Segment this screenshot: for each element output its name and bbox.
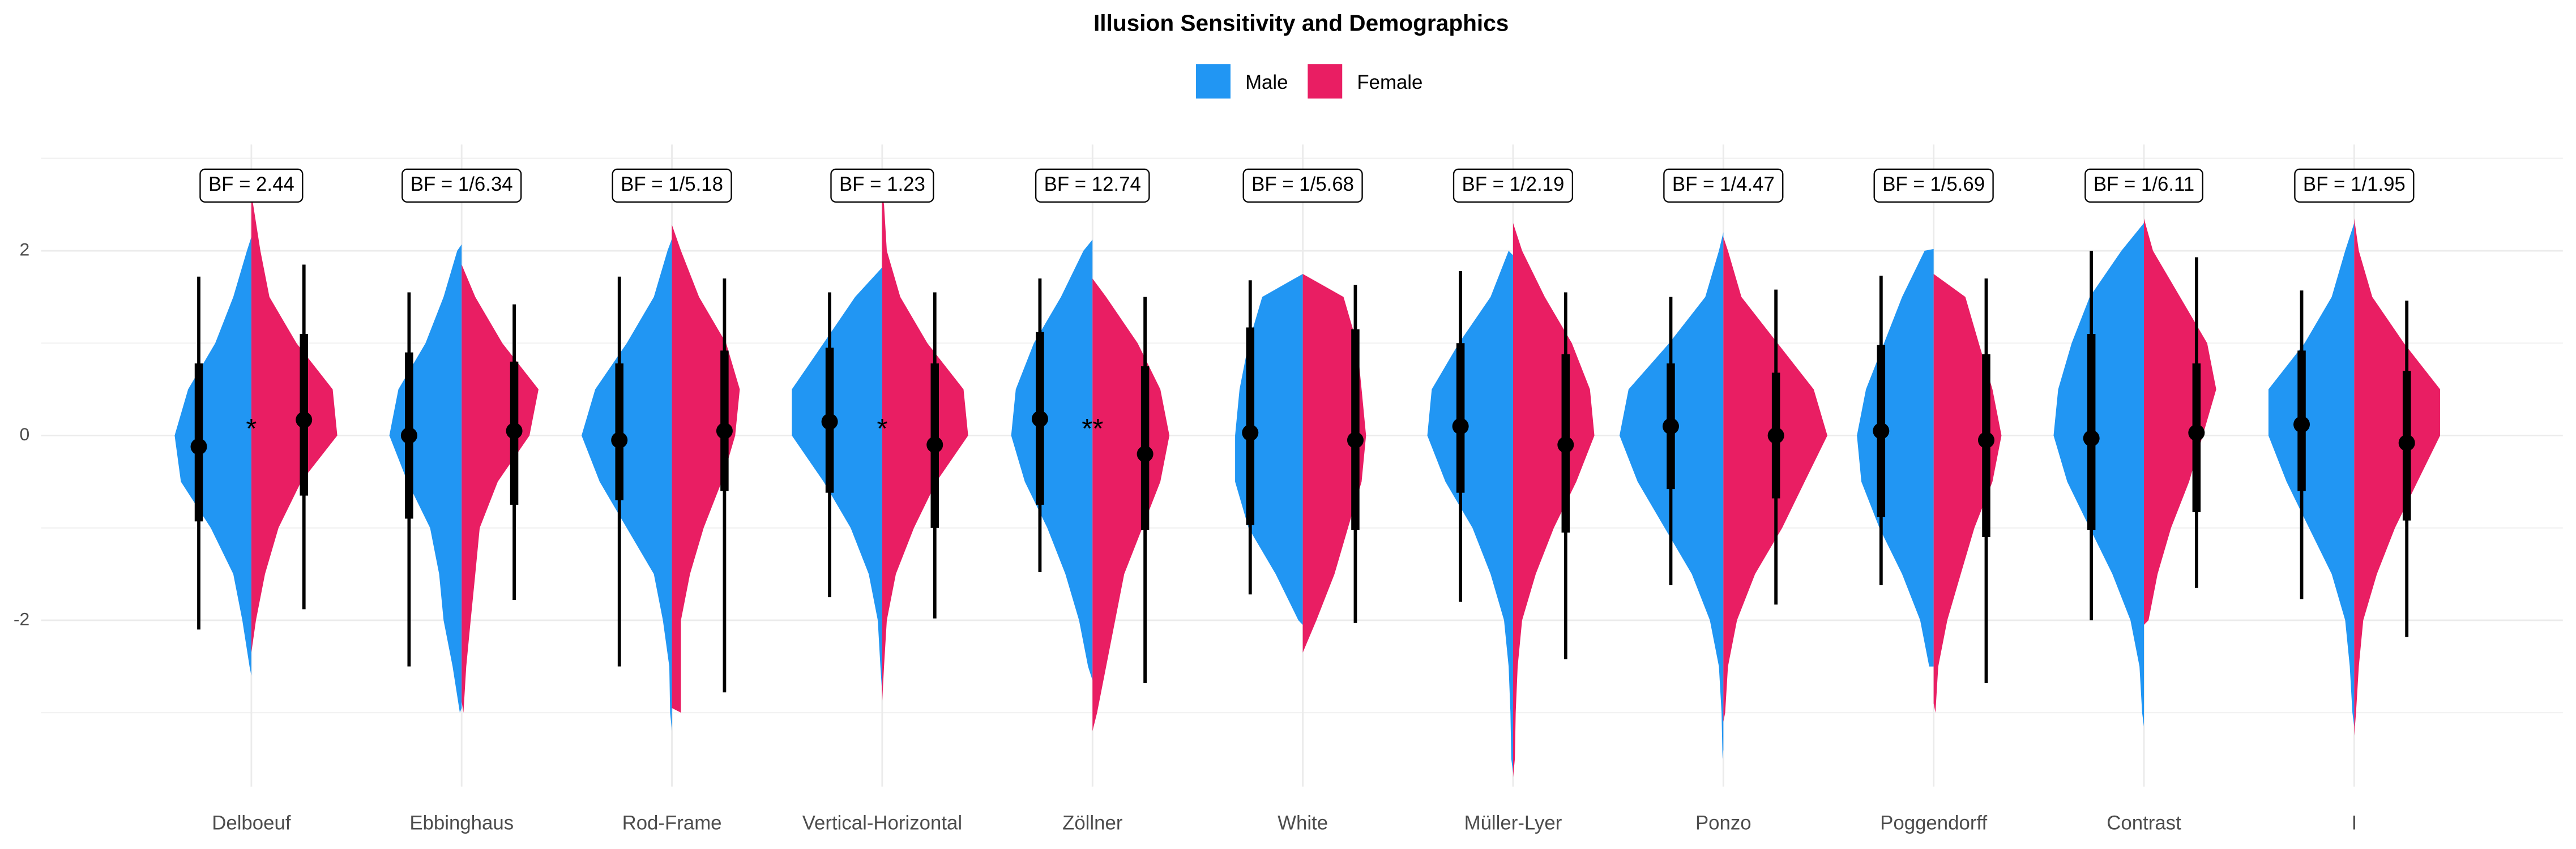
point-estimate: [2398, 435, 2415, 452]
violin-half: [2268, 223, 2355, 727]
x-tick-label: Poggendorff: [1880, 812, 1987, 834]
legend-label: Male: [1245, 71, 1288, 93]
bf-label: BF = 1/6.34: [401, 168, 522, 203]
point-estimate: [1137, 445, 1154, 462]
bf-label-text: BF = 1/5.68: [1251, 173, 1354, 195]
bf-label-box: [1663, 168, 1784, 203]
x-tick-label: White: [1278, 812, 1328, 834]
violin-half: [1513, 223, 1595, 778]
point-estimate: [190, 438, 207, 455]
bf-label: BF = 12.74: [1035, 168, 1150, 203]
violin-half: [2053, 223, 2144, 727]
bf-label-text: BF = 12.74: [1044, 173, 1141, 195]
x-tick-label: Contrast: [2107, 812, 2181, 834]
violin-half: [251, 195, 338, 653]
violin-half: [174, 237, 251, 676]
violin-half: [2143, 218, 2216, 625]
point-estimate: [821, 413, 838, 430]
chart-title: Illusion Sensitivity and Demographics: [1093, 10, 1509, 36]
point-estimate: [2293, 416, 2310, 433]
violin-half: [1933, 273, 2002, 713]
bf-label: BF = 1/1.95: [2294, 168, 2415, 203]
x-tick-label: Delboeuf: [212, 812, 291, 834]
point-estimate: [400, 427, 417, 444]
y-tick-label: 2: [19, 239, 29, 259]
x-tick-label: Ebbinghaus: [409, 812, 514, 834]
legend-swatch: [1308, 64, 1343, 99]
violin-half: [389, 244, 462, 713]
bf-label-box: [1873, 168, 1994, 203]
violin-half: [582, 238, 672, 731]
bf-label-text: BF = 1/5.69: [1882, 173, 1985, 195]
bf-label: BF = 1/5.69: [1873, 168, 1994, 203]
bf-label-box: [199, 168, 304, 203]
point-estimate: [1662, 418, 1679, 435]
significance-marker: *: [246, 413, 257, 444]
bf-label-text: BF = 1.23: [839, 173, 925, 195]
bf-label-box: [2084, 168, 2203, 203]
point-estimate: [1977, 432, 1994, 449]
bf-label-text: BF = 1/6.34: [411, 173, 513, 195]
y-tick-label: -2: [14, 608, 29, 629]
point-estimate: [926, 436, 943, 453]
bf-label: BF = 1.23: [830, 168, 934, 203]
y-tick-label: 0: [19, 424, 29, 444]
bf-label: BF = 2.44: [199, 168, 304, 203]
violin-half: [462, 264, 539, 713]
point-estimate: [506, 422, 523, 439]
significance-marker: *: [877, 413, 887, 444]
legend-swatch: [1196, 64, 1231, 99]
point-estimate: [2188, 424, 2205, 441]
point-estimate: [1557, 436, 1574, 453]
bf-label-box: [401, 168, 522, 203]
point-estimate: [1242, 424, 1259, 441]
violin-half: [1302, 273, 1366, 653]
violin-half: [882, 195, 968, 702]
point-estimate: [1031, 410, 1048, 427]
point-estimate: [1452, 418, 1469, 435]
point-estimate: [2083, 430, 2100, 447]
bf-label-box: [1453, 168, 1574, 203]
bf-label: BF = 1/5.68: [1242, 168, 1363, 203]
x-tick-label: Rod-Frame: [622, 812, 722, 834]
bf-label: BF = 1/5.18: [612, 168, 732, 203]
bf-label: BF = 1/6.11: [2084, 168, 2203, 203]
bf-label-box: [2294, 168, 2415, 203]
legend: Male Female: [1196, 64, 1422, 99]
bf-label-text: BF = 1/5.18: [621, 173, 723, 195]
violin-half: [1011, 239, 1093, 680]
bf-label-text: BF = 1/2.19: [1462, 173, 1565, 195]
bf-label-text: BF = 1/4.47: [1672, 173, 1775, 195]
violin-half: [1092, 278, 1170, 731]
bf-label-text: BF = 2.44: [208, 173, 294, 195]
x-tick-label: Ponzo: [1695, 812, 1751, 834]
point-estimate: [1347, 432, 1364, 449]
x-tick-label: Vertical-Horizontal: [802, 812, 962, 834]
violin-half: [792, 267, 882, 694]
bf-label-box: [830, 168, 934, 203]
bf-label-box: [1242, 168, 1363, 203]
violin-half: [1427, 251, 1513, 773]
x-tick-label: Müller-Lyer: [1464, 812, 1562, 834]
violin-half: [2354, 218, 2441, 736]
violin-half: [1857, 248, 1934, 667]
bf-label: BF = 1/4.47: [1663, 168, 1784, 203]
legend-label: Female: [1357, 71, 1422, 93]
bf-label-text: BF = 1/6.11: [2094, 173, 2194, 195]
point-estimate: [611, 432, 628, 449]
bf-label-box: [612, 168, 732, 203]
significance-marker: **: [1082, 413, 1103, 444]
violin-half: [672, 225, 740, 713]
point-estimate: [1767, 427, 1784, 444]
bf-label-box: [1035, 168, 1150, 203]
violin-half: [1235, 273, 1303, 625]
bf-label-text: BF = 1/1.95: [2303, 173, 2406, 195]
point-estimate: [296, 411, 313, 428]
bf-label: BF = 1/2.19: [1453, 168, 1574, 203]
point-estimate: [1873, 422, 1890, 439]
x-tick-label: I: [2352, 812, 2357, 834]
x-tick-label: Zöllner: [1062, 812, 1123, 834]
point-estimate: [716, 422, 733, 439]
